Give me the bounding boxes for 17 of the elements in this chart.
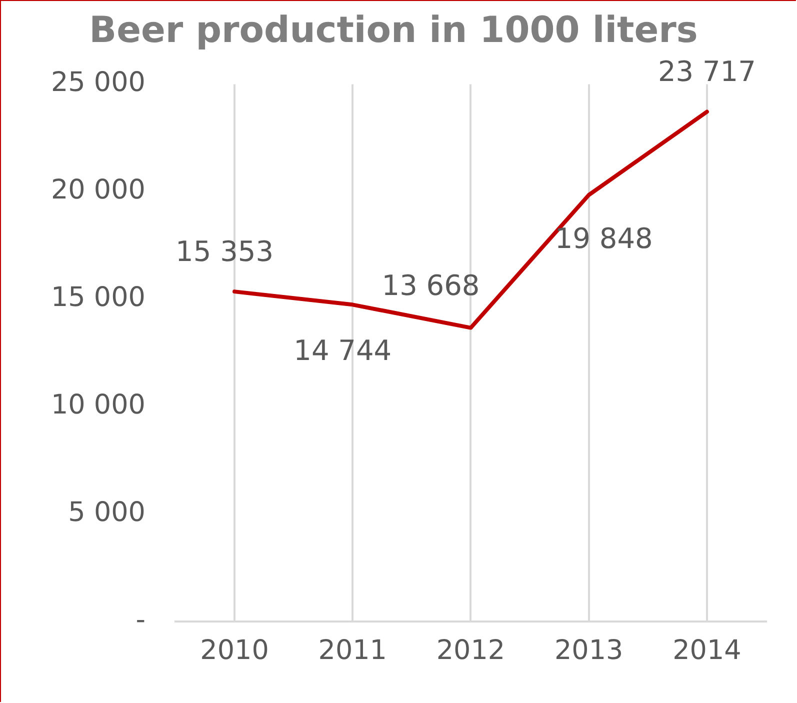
y-tick-label: - (136, 604, 146, 636)
y-tick-label: 10 000 (50, 390, 146, 421)
y-tick-label: 25 000 (50, 67, 146, 98)
data-label: 13 668 (382, 269, 480, 302)
data-label: 23 717 (658, 55, 756, 88)
x-tick-label: 2012 (436, 634, 506, 666)
chart-title: Beer production in 1000 liters (89, 10, 698, 51)
y-tick-label: 5 000 (68, 497, 146, 528)
x-tick-label: 2013 (554, 634, 624, 666)
x-tick-label: 2011 (318, 634, 387, 666)
data-label: 14 744 (294, 334, 392, 367)
y-tick-label: 15 000 (50, 282, 146, 314)
x-tick-label: 2010 (200, 634, 269, 666)
x-tick-label: 2014 (672, 634, 742, 666)
y-tick-label: 20 000 (50, 174, 146, 206)
data-label: 19 848 (554, 222, 653, 256)
data-label: 15 353 (176, 234, 274, 268)
